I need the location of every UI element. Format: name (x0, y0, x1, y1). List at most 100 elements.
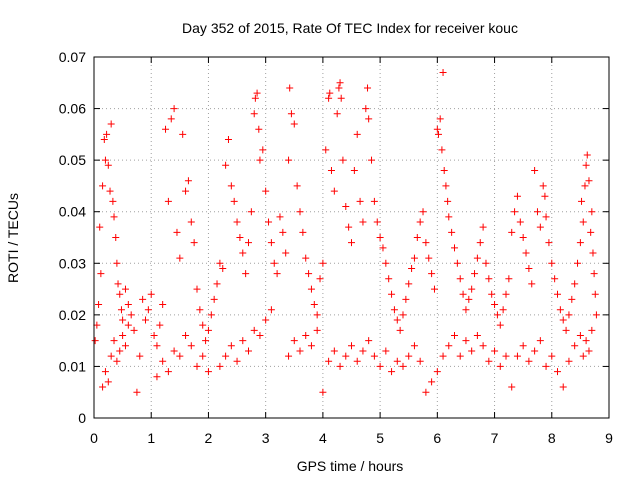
data-point (511, 208, 519, 216)
data-point (330, 347, 338, 355)
data-point (359, 347, 367, 355)
data-point (365, 337, 373, 345)
data-point (153, 373, 161, 381)
data-point (133, 388, 141, 396)
data-point (159, 357, 167, 365)
data-point (368, 156, 376, 164)
data-point (581, 182, 589, 190)
data-point (548, 352, 556, 360)
data-point (233, 357, 241, 365)
y-tick-label: 0.01 (59, 358, 86, 374)
data-point (333, 110, 341, 118)
data-point (493, 311, 501, 319)
x-tick-labels: 0 1 2 3 4 5 6 7 8 9 (90, 430, 613, 446)
data-point (216, 362, 224, 370)
data-point (551, 275, 559, 283)
data-point (345, 223, 353, 231)
data-point (468, 285, 476, 293)
data-point (112, 234, 120, 241)
data-point (528, 280, 536, 288)
data-point (182, 187, 190, 195)
data-point (585, 177, 593, 185)
data-point (433, 368, 441, 376)
data-point (256, 156, 264, 164)
data-point (259, 146, 267, 154)
y-tick-label: 0.02 (59, 307, 86, 323)
data-point (91, 337, 99, 345)
data-point (516, 218, 524, 226)
data-point (502, 352, 510, 360)
data-point (202, 337, 210, 345)
data-point (522, 249, 530, 257)
data-point (533, 208, 541, 216)
data-point (100, 136, 108, 144)
data-point (330, 187, 338, 195)
y-tick-labels: 0 0.01 0.02 0.03 0.04 0.05 0.06 0.07 (59, 49, 86, 426)
data-point (222, 161, 230, 169)
x-tick-label: 9 (605, 430, 613, 446)
data-point (405, 352, 413, 360)
data-point (433, 125, 441, 133)
data-point (109, 197, 117, 205)
data-point (162, 125, 170, 133)
data-point (265, 218, 273, 226)
data-point (119, 331, 127, 339)
data-point (578, 197, 586, 205)
data-point (488, 290, 496, 298)
data-point (173, 228, 181, 236)
data-point (107, 352, 115, 360)
data-point (410, 254, 418, 262)
data-point (213, 280, 221, 288)
data-point (236, 234, 244, 241)
data-point (99, 383, 107, 391)
data-point (568, 295, 576, 303)
data-point (482, 259, 490, 267)
data-point (255, 125, 263, 133)
data-point (239, 249, 247, 257)
x-tick-label: 0 (90, 430, 98, 446)
data-point (290, 337, 298, 345)
data-point (326, 89, 334, 97)
data-point (322, 146, 330, 154)
data-point (579, 218, 587, 226)
data-point (505, 275, 513, 283)
data-point (199, 321, 207, 329)
data-point (571, 342, 579, 350)
data-point (545, 239, 553, 247)
data-point (373, 218, 381, 226)
data-point (582, 337, 590, 345)
data-point (316, 275, 324, 283)
data-point (554, 290, 561, 298)
axis-ticks (93, 56, 610, 419)
data-point (282, 249, 290, 257)
data-point (531, 166, 539, 174)
data-point (531, 347, 539, 355)
data-point (216, 259, 224, 267)
data-point (513, 192, 521, 200)
data-point (541, 192, 549, 200)
data-point (116, 347, 124, 355)
data-point (496, 362, 504, 370)
data-point (276, 213, 284, 221)
data-point (150, 331, 158, 339)
data-point (139, 295, 147, 303)
data-point (319, 259, 327, 267)
data-point (159, 301, 167, 309)
data-point (250, 110, 258, 118)
data-point (337, 94, 345, 102)
data-point (286, 84, 294, 92)
data-point (451, 244, 458, 252)
data-point (479, 223, 487, 231)
data-point (536, 223, 544, 231)
data-point (110, 213, 118, 221)
data-point (170, 105, 178, 113)
data-point (542, 213, 550, 221)
data-point (462, 337, 470, 345)
data-point (388, 290, 396, 298)
data-point (270, 259, 278, 267)
data-point (147, 290, 155, 298)
x-tick-label: 7 (491, 430, 499, 446)
data-point (187, 342, 195, 350)
data-point (348, 342, 355, 350)
